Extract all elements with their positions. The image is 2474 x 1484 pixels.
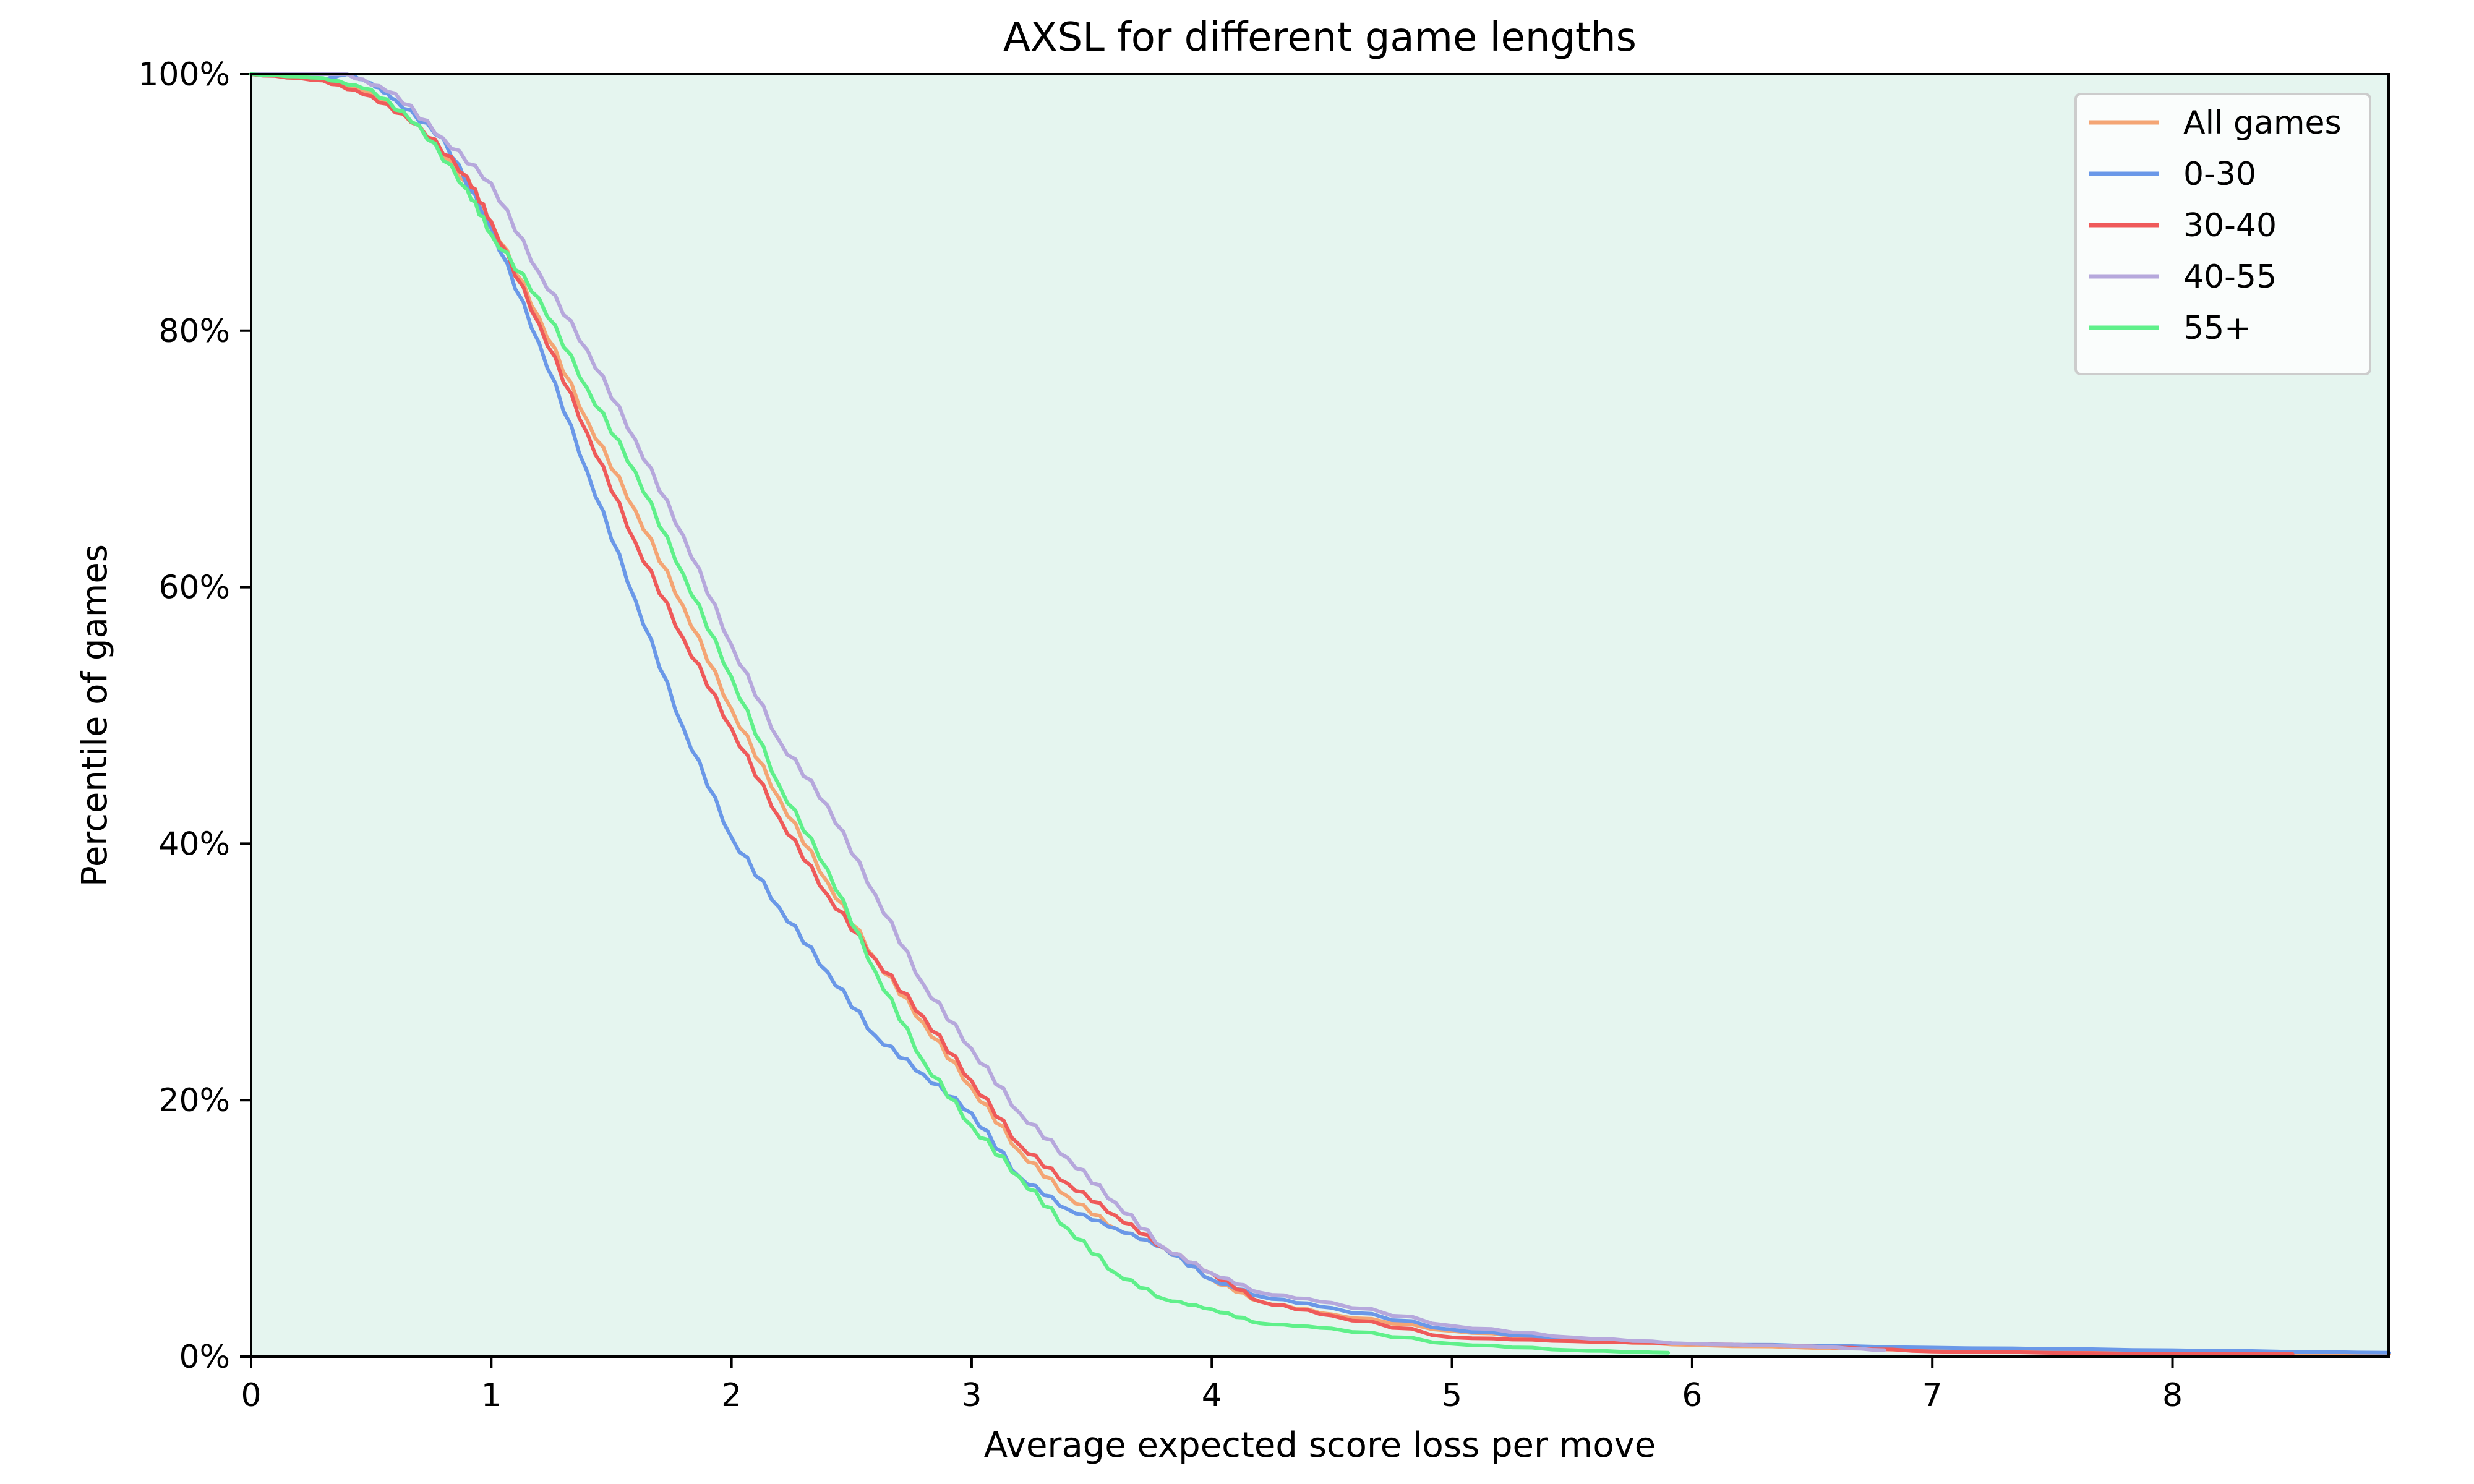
series-line-55- [249,72,1671,1355]
x-tick-label: 4 [1202,1377,1222,1414]
legend-label: 40-55 [2183,258,2277,296]
y-tick-label: 60% [158,569,230,607]
legend-label: 0-30 [2183,156,2256,193]
x-tick-label: 6 [1682,1377,1702,1414]
plot-frame [250,73,2390,1358]
x-tick-label: 0 [241,1377,261,1414]
x-tick-label: 7 [1922,1377,1943,1414]
y-tick-label: 80% [158,313,230,350]
y-axis-ticks: 0% 20% 40% 60% 80% 100% [138,56,251,1376]
plot-background [251,74,2389,1357]
y-tick-label: 40% [158,825,230,863]
legend-label: All games [2183,104,2342,142]
legend-label: 55+ [2183,310,2251,347]
y-tick-label: 100% [138,56,230,93]
legend-label: 30-40 [2183,207,2277,244]
x-axis-label: Average expected score loss per move [984,1425,1656,1465]
x-tick-label: 2 [721,1377,742,1414]
x-axis-ticks: 0 1 2 3 4 5 6 7 8 [241,1357,2183,1414]
legend-items: All games 0-30 30-40 40-55 55+ [2089,104,2342,347]
x-tick-label: 3 [961,1377,982,1414]
chart-title: AXSL for different game lengths [1003,15,1637,61]
series-line-40-55 [249,72,1886,1352]
x-tick-label: 1 [481,1377,502,1414]
legend-box [2074,93,2371,375]
x-tick-label: 8 [2162,1377,2183,1414]
series-line-30-40 [249,72,2295,1356]
legend: All games 0-30 30-40 40-55 55+ [2074,93,2371,375]
y-tick-label: 0% [179,1339,231,1376]
y-axis-label: Percentile of games [75,544,115,887]
series-lines [249,72,2391,1356]
x-tick-label: 5 [1442,1377,1462,1414]
y-tick-label: 20% [158,1082,230,1119]
